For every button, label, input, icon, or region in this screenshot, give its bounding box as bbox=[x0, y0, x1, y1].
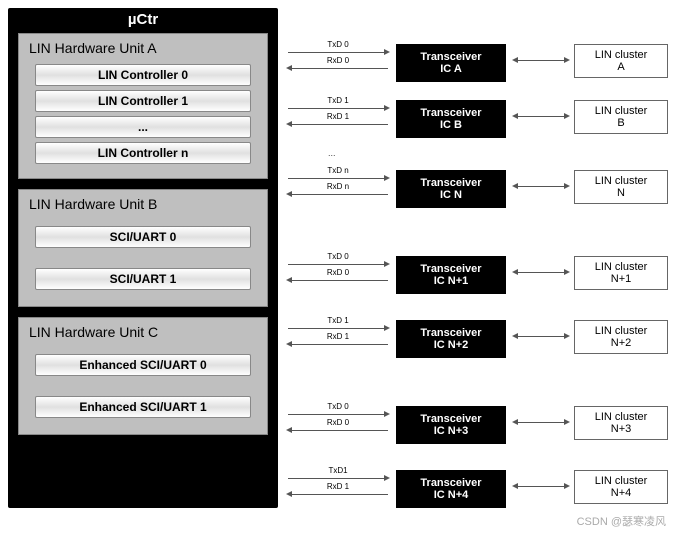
cluster-box: LIN clusterA bbox=[574, 44, 668, 78]
transceiver-box: TransceiverIC N+1 bbox=[396, 256, 506, 294]
transceiver-line2: IC N+1 bbox=[398, 275, 504, 287]
rxd-label: RxD 1 bbox=[288, 482, 388, 491]
cluster-line2: A bbox=[575, 61, 667, 73]
transceiver-line1: Transceiver bbox=[398, 263, 504, 275]
rxd-arrow bbox=[288, 280, 388, 281]
txd-arrow bbox=[288, 52, 388, 53]
rxd-arrow bbox=[288, 344, 388, 345]
cluster-line1: LIN cluster bbox=[575, 105, 667, 117]
hardware-unit-a-title: LIN Hardware Unit A bbox=[29, 40, 257, 60]
rxd-label: RxD 1 bbox=[288, 112, 388, 121]
transceiver-box: TransceiverIC N+2 bbox=[396, 320, 506, 358]
txd-arrow bbox=[288, 414, 388, 415]
txd-arrow bbox=[288, 328, 388, 329]
transceiver-box: TransceiverIC N bbox=[396, 170, 506, 208]
controller-item: SCI/UART 0 bbox=[35, 226, 251, 248]
rxd-label: RxD n bbox=[288, 182, 388, 191]
transceiver-line1: Transceiver bbox=[398, 477, 504, 489]
hardware-unit-c: LIN Hardware Unit C Enhanced SCI/UART 0 … bbox=[18, 317, 268, 435]
rxd-arrow bbox=[288, 430, 388, 431]
controller-item: ... bbox=[35, 116, 251, 138]
cluster-line1: LIN cluster bbox=[575, 49, 667, 61]
controller-item: LIN Controller 1 bbox=[35, 90, 251, 112]
link-arrow bbox=[514, 60, 568, 61]
link-arrow bbox=[514, 422, 568, 423]
controller-item: LIN Controller n bbox=[35, 142, 251, 164]
controller-item: SCI/UART 1 bbox=[35, 268, 251, 290]
rxd-arrow bbox=[288, 124, 388, 125]
link-arrow bbox=[514, 272, 568, 273]
rxd-label: RxD 0 bbox=[288, 56, 388, 65]
controller-item: Enhanced SCI/UART 0 bbox=[35, 354, 251, 376]
rxd-arrow bbox=[288, 494, 388, 495]
txd-label: TxD 0 bbox=[288, 252, 388, 261]
cluster-box: LIN clusterN+2 bbox=[574, 320, 668, 354]
txd-label: TxD 1 bbox=[288, 96, 388, 105]
link-arrow bbox=[514, 336, 568, 337]
transceiver-line1: Transceiver bbox=[398, 327, 504, 339]
link-arrow bbox=[514, 116, 568, 117]
cluster-line1: LIN cluster bbox=[575, 325, 667, 337]
rxd-label: RxD 0 bbox=[288, 418, 388, 427]
cluster-line1: LIN cluster bbox=[575, 175, 667, 187]
cluster-line2: N+1 bbox=[575, 273, 667, 285]
cluster-line1: LIN cluster bbox=[575, 261, 667, 273]
cluster-line2: N+4 bbox=[575, 487, 667, 499]
txd-arrow bbox=[288, 108, 388, 109]
cluster-line2: B bbox=[575, 117, 667, 129]
txd-arrow bbox=[288, 178, 388, 179]
transceiver-box: TransceiverIC N+3 bbox=[396, 406, 506, 444]
controller-item: LIN Controller 0 bbox=[35, 64, 251, 86]
transceiver-line2: IC N bbox=[398, 189, 504, 201]
cluster-line1: LIN cluster bbox=[575, 411, 667, 423]
hardware-unit-b-title: LIN Hardware Unit B bbox=[29, 196, 257, 216]
cluster-line1: LIN cluster bbox=[575, 475, 667, 487]
txd-label: TxD1 bbox=[288, 466, 388, 475]
link-arrow bbox=[514, 186, 568, 187]
txd-label: TxD 0 bbox=[288, 40, 388, 49]
watermark-text: CSDN @瑟寒凌风 bbox=[577, 513, 666, 529]
txd-label: TxD 0 bbox=[288, 402, 388, 411]
cluster-box: LIN clusterB bbox=[574, 100, 668, 134]
transceiver-box: TransceiverIC A bbox=[396, 44, 506, 82]
transceiver-line1: Transceiver bbox=[398, 51, 504, 63]
transceiver-line2: IC N+4 bbox=[398, 489, 504, 501]
microcontroller-container: µCtr LIN Hardware Unit A LIN Controller … bbox=[8, 8, 278, 508]
rxd-label: RxD 1 bbox=[288, 332, 388, 341]
transceiver-line2: IC B bbox=[398, 119, 504, 131]
transceiver-line1: Transceiver bbox=[398, 177, 504, 189]
rxd-arrow bbox=[288, 194, 388, 195]
transceiver-line2: IC A bbox=[398, 63, 504, 75]
microcontroller-title: µCtr bbox=[8, 8, 278, 33]
transceiver-line1: Transceiver bbox=[398, 107, 504, 119]
cluster-line2: N+2 bbox=[575, 337, 667, 349]
txd-arrow bbox=[288, 264, 388, 265]
transceiver-line2: IC N+3 bbox=[398, 425, 504, 437]
transceiver-box: TransceiverIC B bbox=[396, 100, 506, 138]
ellipsis-label: ... bbox=[328, 148, 336, 158]
cluster-line2: N+3 bbox=[575, 423, 667, 435]
cluster-line2: N bbox=[575, 187, 667, 199]
hardware-unit-b: LIN Hardware Unit B SCI/UART 0 SCI/UART … bbox=[18, 189, 268, 307]
cluster-box: LIN clusterN+4 bbox=[574, 470, 668, 504]
transceiver-line1: Transceiver bbox=[398, 413, 504, 425]
cluster-box: LIN clusterN bbox=[574, 170, 668, 204]
transceiver-line2: IC N+2 bbox=[398, 339, 504, 351]
link-arrow bbox=[514, 486, 568, 487]
rxd-label: RxD 0 bbox=[288, 268, 388, 277]
transceiver-box: TransceiverIC N+4 bbox=[396, 470, 506, 508]
cluster-box: LIN clusterN+3 bbox=[574, 406, 668, 440]
txd-label: TxD 1 bbox=[288, 316, 388, 325]
cluster-box: LIN clusterN+1 bbox=[574, 256, 668, 290]
hardware-unit-a: LIN Hardware Unit A LIN Controller 0 LIN… bbox=[18, 33, 268, 179]
controller-item: Enhanced SCI/UART 1 bbox=[35, 396, 251, 418]
txd-arrow bbox=[288, 478, 388, 479]
rxd-arrow bbox=[288, 68, 388, 69]
txd-label: TxD n bbox=[288, 166, 388, 175]
hardware-unit-c-title: LIN Hardware Unit C bbox=[29, 324, 257, 344]
